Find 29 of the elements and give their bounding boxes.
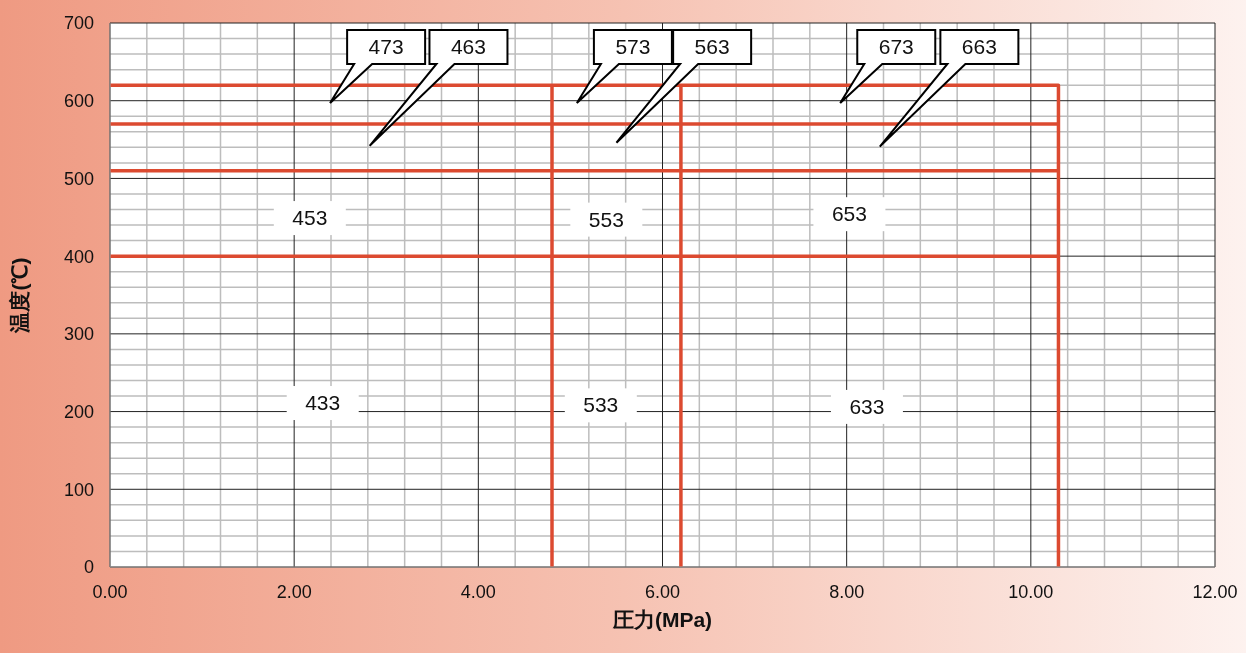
y-tick-label: 300: [63, 324, 94, 345]
y-tick-label: 100: [63, 479, 94, 500]
annotation: 533: [583, 393, 619, 417]
x-tick-label: 4.00: [460, 581, 496, 602]
y-tick-label: 0: [83, 557, 94, 578]
y-tick-label: 500: [63, 168, 94, 189]
annotation: 653: [831, 202, 867, 226]
y-tick-label: 200: [63, 401, 94, 422]
annotation: 453: [292, 206, 328, 230]
x-tick-label: 12.00: [1192, 581, 1238, 602]
x-tick-label: 10.00: [1008, 581, 1054, 602]
y-tick-label: 600: [63, 91, 94, 112]
annotation: 563: [694, 35, 730, 58]
annotation: 463: [450, 35, 486, 58]
y-axis-title: 温度(℃): [8, 257, 32, 334]
annotation: 573: [615, 35, 651, 58]
annotation: 673: [878, 35, 914, 58]
y-tick-label: 400: [63, 246, 94, 267]
annotation: 473: [368, 35, 404, 58]
x-tick-label: 2.00: [276, 581, 312, 602]
x-tick-label: 0.00: [92, 581, 128, 602]
annotation: 663: [961, 35, 997, 58]
y-tick-label: 700: [63, 13, 94, 34]
x-tick-label: 8.00: [829, 581, 865, 602]
annotation: 553: [588, 207, 624, 231]
x-tick-label: 6.00: [644, 581, 681, 602]
annotation: 433: [305, 391, 341, 415]
annotation: 633: [849, 394, 885, 418]
x-axis-title: 圧力(MPa): [611, 608, 713, 631]
